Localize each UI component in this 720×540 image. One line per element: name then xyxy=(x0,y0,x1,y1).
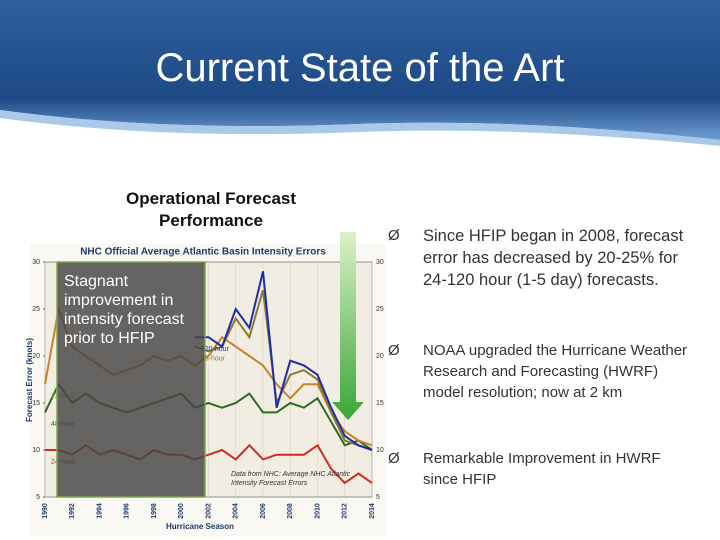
x-tick-label: 2008 xyxy=(287,503,294,519)
x-axis-label: Hurricane Season xyxy=(166,522,234,531)
y2-tick-label: 10 xyxy=(376,447,384,454)
overlay-text: Stagnant improvement in intensity foreca… xyxy=(64,273,185,347)
y2-tick-label: 15 xyxy=(376,400,384,407)
header-band xyxy=(0,0,720,140)
x-tick-label: 2012 xyxy=(342,503,349,519)
x-tick-label: 1998 xyxy=(151,503,158,519)
x-tick-label: 2006 xyxy=(260,503,267,519)
series-line xyxy=(194,271,373,451)
y2-tick-label: 5 xyxy=(376,494,380,501)
y2-tick-label: 20 xyxy=(376,353,384,360)
x-tick-label: 2014 xyxy=(369,503,376,519)
y2-tick-label: 30 xyxy=(376,259,384,266)
x-tick-label: 2010 xyxy=(314,503,321,519)
x-tick-label: 2004 xyxy=(233,503,240,519)
y-tick-label: 30 xyxy=(32,259,40,266)
y-tick-label: 10 xyxy=(32,447,40,454)
bullet-text: Since HFIP began in 2008, forecast error… xyxy=(423,227,684,289)
improvement-arrow xyxy=(332,232,364,420)
bullet: Ø NOAA upgraded the Hurricane Weather Res… xyxy=(388,342,688,401)
chart-title: NHC Official Average Atlantic Basin Inte… xyxy=(80,247,326,258)
x-tick-label: 1996 xyxy=(124,503,131,519)
y2-tick-label: 25 xyxy=(376,306,384,313)
series-label: 120-hour xyxy=(201,346,230,353)
y-tick-label: 25 xyxy=(32,306,40,313)
y-tick-label: 5 xyxy=(36,494,40,501)
slide-title: Current State of the Art xyxy=(155,46,565,90)
x-tick-label: 2000 xyxy=(178,503,185,519)
overlay-box xyxy=(56,261,206,498)
x-tick-label: 1994 xyxy=(96,503,103,519)
x-tick-label: 1992 xyxy=(69,503,76,519)
y-tick-label: 15 xyxy=(32,400,40,407)
x-tick-label: 1990 xyxy=(42,503,49,519)
x-tick-label: 2002 xyxy=(205,503,212,519)
y-tick-label: 20 xyxy=(32,353,40,360)
bullet-text: Remarkable Improvement in HWRF since HFI… xyxy=(423,450,661,488)
chart-heading: Operational Forecast Performance xyxy=(125,189,297,230)
series-label: 96-hour xyxy=(201,355,226,362)
bullet: Ø Remarkable Improvement in HWRF since HF… xyxy=(388,448,688,490)
annotation: Data from NHC: Average NHC Atlantic Inte… xyxy=(231,471,351,487)
y-axis-label: Forecast Error (knots) xyxy=(25,338,34,422)
header-wave xyxy=(0,110,720,146)
bullet-text: NOAA upgraded the Hurricane Weather Rese… xyxy=(423,342,688,401)
bullet: Ø Since HFIP began in 2008, forecast erro… xyxy=(388,225,688,291)
